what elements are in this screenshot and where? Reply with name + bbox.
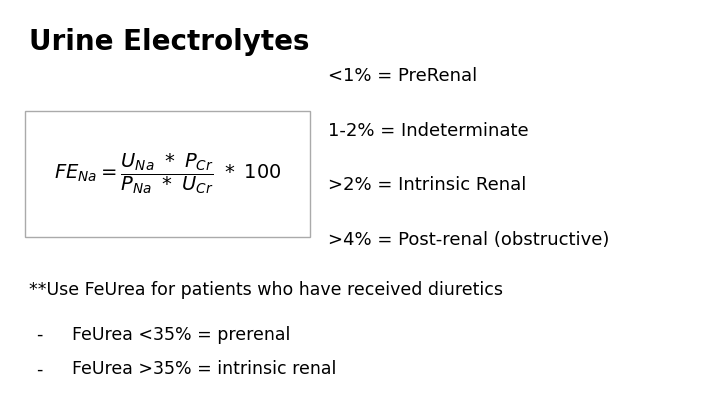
Text: -: - bbox=[36, 326, 42, 344]
Text: 1-2% = Indeterminate: 1-2% = Indeterminate bbox=[328, 122, 528, 139]
Text: Urine Electrolytes: Urine Electrolytes bbox=[29, 28, 310, 56]
Text: <1% = PreRenal: <1% = PreRenal bbox=[328, 67, 477, 85]
Text: FeUrea >35% = intrinsic renal: FeUrea >35% = intrinsic renal bbox=[72, 360, 336, 378]
Text: **Use FeUrea for patients who have received diuretics: **Use FeUrea for patients who have recei… bbox=[29, 281, 503, 299]
Text: >2% = Intrinsic Renal: >2% = Intrinsic Renal bbox=[328, 176, 526, 194]
Text: >4% = Post-renal (obstructive): >4% = Post-renal (obstructive) bbox=[328, 231, 609, 249]
Text: FeUrea <35% = prerenal: FeUrea <35% = prerenal bbox=[72, 326, 290, 344]
Text: -: - bbox=[36, 360, 42, 378]
Text: $\mathit{FE}_{\mathit{Na}} = \dfrac{U_{\mathit{Na}}\ *\ P_{\mathit{Cr}}}{P_{\mat: $\mathit{FE}_{\mathit{Na}} = \dfrac{U_{\… bbox=[53, 152, 282, 196]
